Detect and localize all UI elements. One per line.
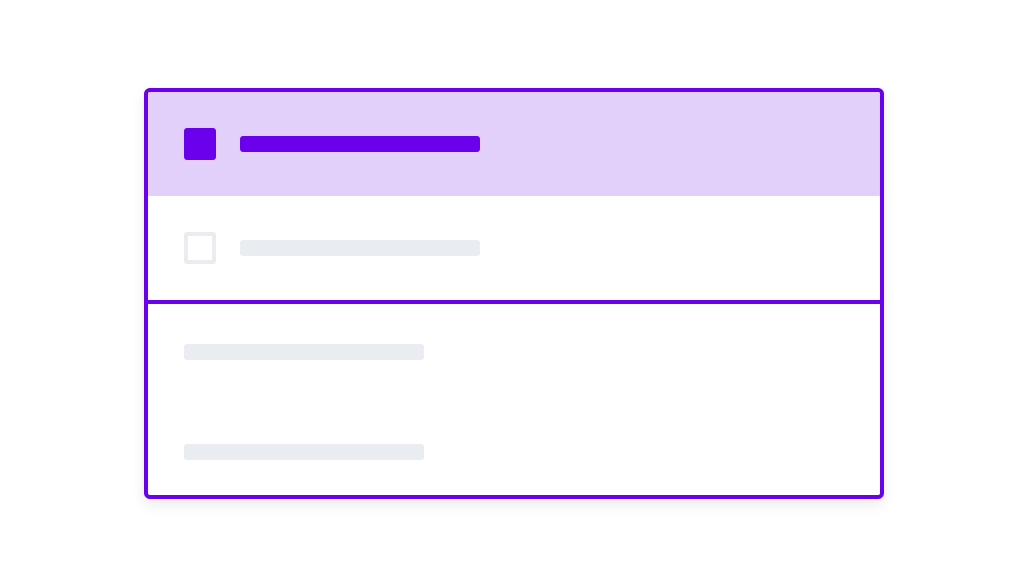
section-divider (148, 300, 880, 304)
detail-line-placeholder (184, 444, 424, 460)
list-item-selected[interactable] (148, 92, 880, 196)
item-label-placeholder (240, 136, 480, 152)
checkbox-checked-icon[interactable] (184, 128, 216, 160)
item-label-placeholder (240, 240, 480, 256)
list-item[interactable] (148, 196, 880, 300)
selection-card (144, 88, 884, 499)
checkbox-empty-icon[interactable] (184, 232, 216, 264)
detail-line-placeholder (184, 344, 424, 360)
